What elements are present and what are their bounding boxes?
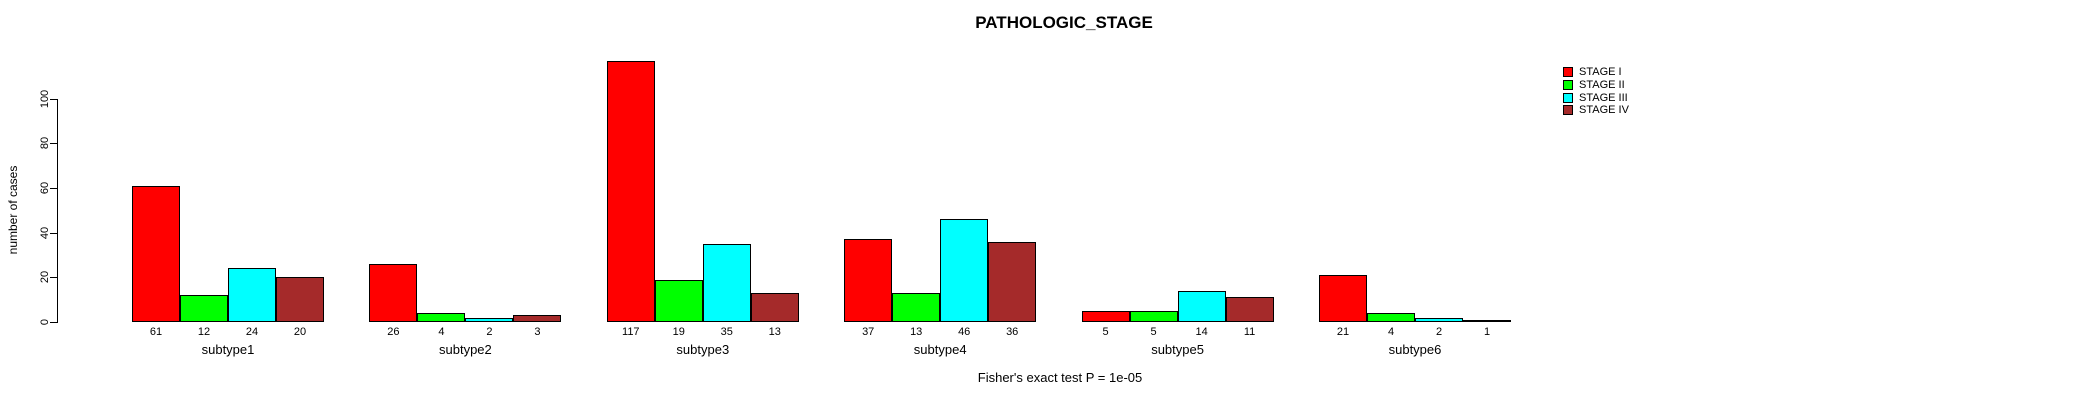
bar <box>369 263 418 322</box>
bar-value-label: 36 <box>1006 326 1019 338</box>
bar-value-label: 21 <box>1336 326 1350 338</box>
bar <box>513 315 562 322</box>
y-axis-tick <box>50 232 57 234</box>
legend-swatch <box>1563 80 1573 91</box>
chart-title: PATHOLOGIC_STAGE <box>975 13 1153 32</box>
legend-entry: STAGE III <box>1563 91 1629 104</box>
bar-value-label: 117 <box>622 326 640 338</box>
y-axis-tick-label: 20 <box>39 271 51 284</box>
legend-entry: STAGE IV <box>1563 104 1629 117</box>
y-axis-tick-label: 0 <box>39 318 51 326</box>
bar <box>228 268 276 322</box>
bar-value-label: 3 <box>534 326 541 338</box>
x-axis-category-label: subtype2 <box>439 342 492 357</box>
y-axis-line <box>57 98 58 323</box>
legend-label: STAGE II <box>1579 79 1625 92</box>
bar-value-label: 26 <box>387 326 400 338</box>
bar <box>1177 290 1226 322</box>
bar <box>132 185 180 322</box>
bar-value-label: 1 <box>1483 326 1491 338</box>
footer-caption: Fisher's exact test P = 1e-05 <box>977 370 1143 385</box>
bar-value-label: 20 <box>293 326 307 338</box>
y-axis-tick-label: 40 <box>39 226 51 239</box>
legend-swatch <box>1563 92 1573 103</box>
bar-value-label: 13 <box>768 326 781 338</box>
bar <box>892 292 941 322</box>
bar-value-label: 13 <box>910 326 923 338</box>
bar <box>940 219 989 322</box>
bar <box>702 243 751 322</box>
bar-value-label: 11 <box>1243 326 1256 338</box>
bar <box>1415 317 1463 322</box>
y-axis-tick-label: 100 <box>39 89 51 108</box>
bar <box>1463 319 1511 322</box>
bar <box>465 317 514 322</box>
y-axis-label: number of cases <box>6 165 20 255</box>
bar-value-label: 14 <box>1195 326 1208 338</box>
bar <box>1081 310 1130 322</box>
bar <box>654 279 703 322</box>
bar-value-label: 24 <box>245 326 259 338</box>
bar <box>606 60 655 322</box>
bar-value-label: 37 <box>862 326 875 338</box>
bar <box>1129 310 1178 322</box>
bar-value-label: 2 <box>1435 326 1443 338</box>
x-axis-category-label: subtype1 <box>201 342 255 357</box>
legend-swatch <box>1563 67 1573 78</box>
bar <box>276 277 324 322</box>
bar-value-label: 5 <box>1102 326 1109 338</box>
bar-value-label: 19 <box>672 326 685 338</box>
bar <box>844 239 893 322</box>
x-axis-category-label: subtype3 <box>676 342 730 357</box>
bar-value-label: 2 <box>486 326 493 338</box>
x-axis-category-label: subtype5 <box>1151 342 1204 357</box>
legend-entry: STAGE II <box>1563 79 1629 92</box>
legend-label: STAGE I <box>1579 66 1622 79</box>
bar-value-label: 12 <box>197 326 211 338</box>
legend-label: STAGE III <box>1579 91 1628 104</box>
y-axis-tick <box>50 143 57 145</box>
bar <box>1319 275 1367 322</box>
y-axis-tick <box>50 188 57 190</box>
bar <box>417 313 466 322</box>
legend-entry: STAGE I <box>1563 66 1629 79</box>
y-axis-tick <box>50 277 57 279</box>
bar <box>1367 313 1415 322</box>
bar <box>1225 297 1274 322</box>
y-axis-tick-label: 80 <box>39 137 51 150</box>
y-axis-tick <box>50 322 57 323</box>
bar-value-label: 4 <box>1387 326 1395 338</box>
x-axis-category-label: subtype4 <box>913 342 967 357</box>
x-axis-category-label: subtype6 <box>1388 342 1442 357</box>
legend-swatch <box>1563 105 1573 116</box>
y-axis-tick-label: 60 <box>39 181 51 195</box>
y-axis-tick <box>50 98 57 100</box>
bar-value-label: 5 <box>1150 326 1157 338</box>
bar-value-label: 4 <box>438 326 445 338</box>
bar <box>180 295 228 322</box>
bar-value-label: 35 <box>720 326 733 338</box>
bar <box>988 241 1037 322</box>
bar-value-label: 46 <box>958 326 971 338</box>
bar <box>750 292 799 322</box>
bar-value-label: 61 <box>149 326 163 338</box>
legend-label: STAGE IV <box>1579 104 1629 117</box>
legend: STAGE I STAGE II STAGE III STAGE IV <box>1563 66 1629 117</box>
